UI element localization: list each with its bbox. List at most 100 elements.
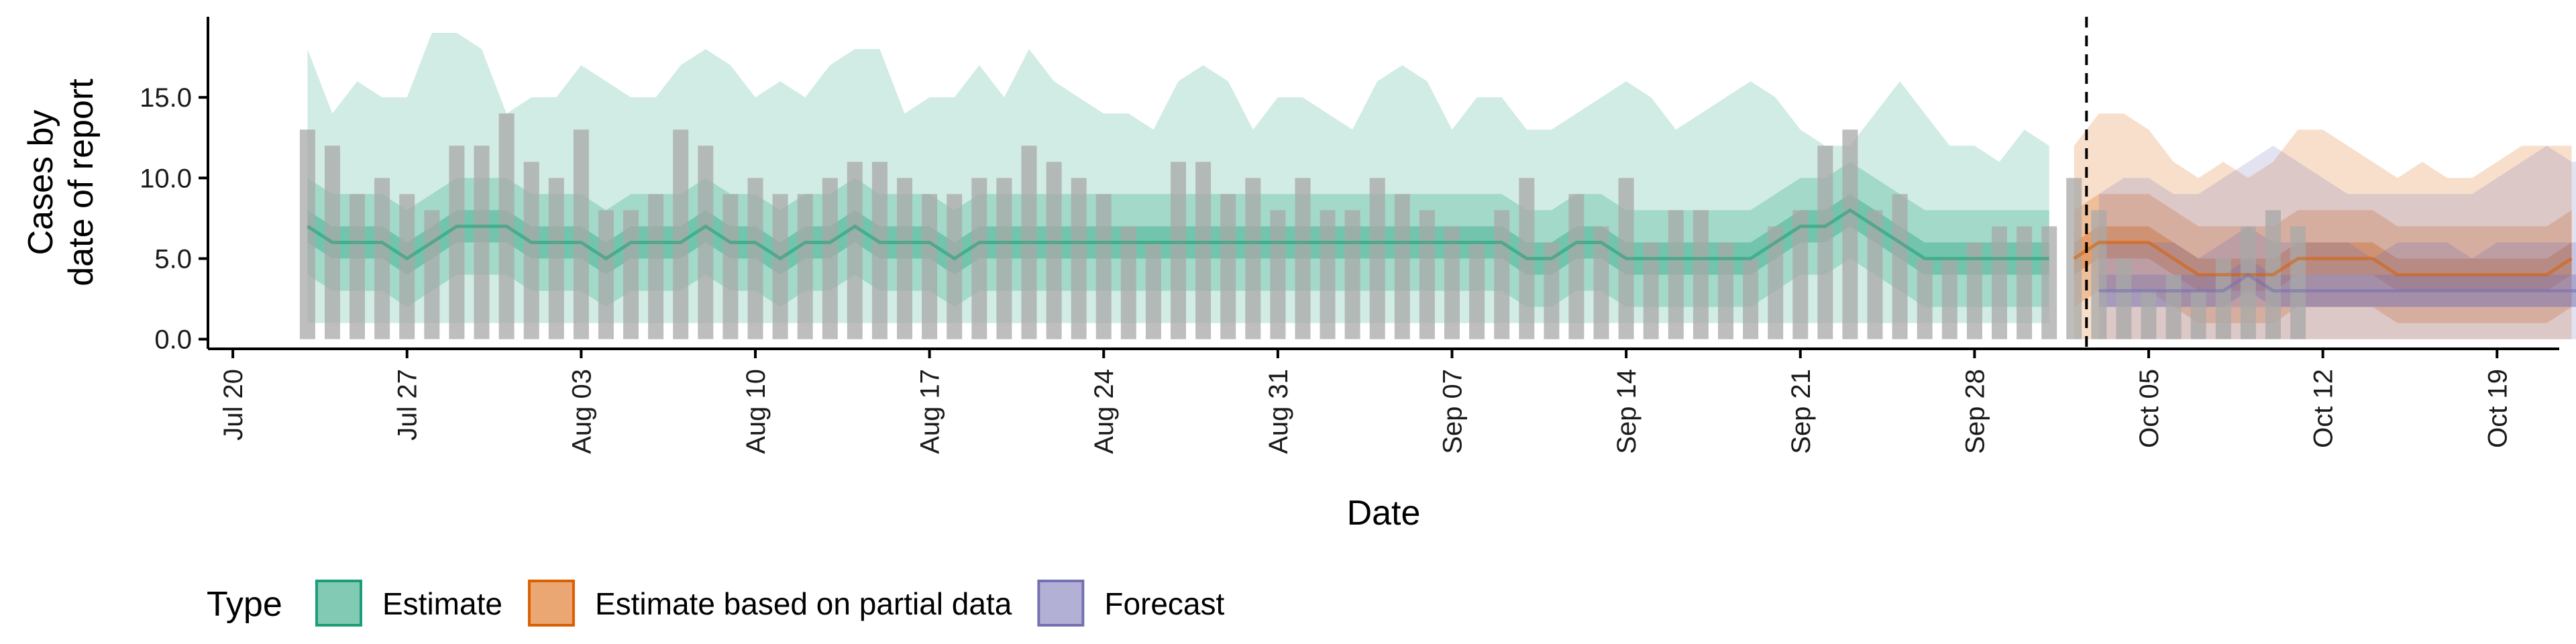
- case-bar: [1966, 242, 1982, 339]
- case-bar: [1842, 129, 1858, 339]
- x-tick-label: Aug 31: [1264, 369, 1293, 454]
- legend-swatch-estimate: [315, 580, 362, 627]
- x-tick-label: Sep 21: [1786, 369, 1816, 454]
- case-bar: [350, 194, 365, 339]
- case-bar: [747, 178, 763, 339]
- case-bar: [871, 162, 888, 339]
- case-bar: [822, 178, 838, 339]
- case-bar: [623, 210, 639, 339]
- case-bar: [1344, 210, 1360, 339]
- case-bar: [2066, 178, 2082, 339]
- x-tick-label: Oct 12: [2309, 369, 2339, 448]
- axes: 0.0 5.0 10.0 15.0 Jul 20 Jul 27 Aug 03 Aug 10 A…: [140, 17, 2559, 454]
- y-ticks: 0.0 5.0 10.0 15.0: [140, 83, 208, 355]
- case-bar: [1120, 226, 1136, 339]
- case-bar: [2116, 258, 2132, 339]
- x-tick-label: Sep 28: [1960, 369, 1990, 454]
- case-bar: [648, 194, 664, 339]
- case-bar: [598, 210, 614, 339]
- case-bar: [1046, 162, 1062, 339]
- case-bar: [1992, 226, 2007, 339]
- case-bar: [1817, 146, 1833, 339]
- estimate-based-on-partial-data-median-line: [2073, 240, 2573, 276]
- case-bar: [523, 162, 539, 339]
- case-bar: [772, 194, 788, 339]
- x-tick-label: Oct 05: [2135, 369, 2164, 448]
- legend: Type Estimate Estimate based on partial d…: [207, 580, 1225, 627]
- legend-title: Type: [207, 585, 282, 624]
- case-bar: [2240, 226, 2256, 339]
- x-tick-label: Aug 24: [1089, 369, 1119, 454]
- legend-swatch-estimate-based-on-partial-data: [527, 580, 575, 627]
- estimate-based-on-partial-data-outer-band: [2074, 113, 2572, 339]
- y-tick-label: 10.0: [140, 164, 192, 193]
- y-axis-title-line-1: Cases by: [21, 110, 60, 256]
- case-bar: [573, 129, 589, 339]
- case-bar: [1295, 178, 1311, 339]
- case-bar: [947, 194, 963, 339]
- y-axis-title-line-2: date of report: [62, 78, 101, 286]
- case-bar: [1743, 258, 1759, 339]
- case-bar: [2215, 258, 2231, 339]
- case-bar: [847, 162, 863, 339]
- case-bar: [1320, 210, 1336, 339]
- legend-label-estimate: Estimate: [382, 586, 502, 621]
- case-bar: [1867, 210, 1883, 339]
- case-bar: [1444, 226, 1460, 339]
- case-bar: [548, 178, 564, 339]
- case-bar: [374, 178, 390, 339]
- case-bar: [1892, 194, 1908, 339]
- case-bar: [1917, 258, 1933, 339]
- x-axis-title: Date: [1347, 494, 1421, 533]
- case-bar: [1544, 242, 1560, 339]
- legend-label-forecast: Forecast: [1104, 586, 1224, 621]
- case-bar: [474, 146, 490, 339]
- case-bar: [1145, 242, 1161, 339]
- x-tick-label: Aug 17: [916, 369, 945, 454]
- case-bar: [673, 129, 689, 339]
- case-bar: [299, 129, 315, 339]
- case-bar: [1941, 258, 1957, 339]
- case-bar: [922, 194, 938, 339]
- case-bar: [1171, 162, 1186, 339]
- case-bar: [1394, 194, 1410, 339]
- case-bar: [1245, 178, 1261, 339]
- uncertainty-bands: [307, 33, 2576, 339]
- case-bar: [1668, 210, 1684, 339]
- x-tick-label: Jul 27: [393, 369, 423, 441]
- case-bar: [1095, 194, 1112, 339]
- x-tick-label: Sep 14: [1612, 369, 1642, 454]
- case-bar: [971, 178, 987, 339]
- case-bar: [1643, 242, 1659, 339]
- case-bar: [2017, 226, 2033, 339]
- case-bar: [897, 178, 912, 339]
- case-bar: [1369, 178, 1385, 339]
- forecast-median-line: [2098, 272, 2576, 292]
- case-bar: [1568, 194, 1585, 339]
- case-bar: [424, 210, 440, 339]
- case-bar: [722, 194, 739, 339]
- estimate-median-line: [307, 208, 2049, 261]
- legend-items: Estimate Estimate based on partial data Fo…: [315, 580, 1225, 627]
- case-bar: [1071, 178, 1087, 339]
- case-bar: [1693, 210, 1709, 339]
- median-lines: [307, 208, 2576, 292]
- case-bar: [2190, 290, 2206, 339]
- x-tick-label: Aug 03: [567, 369, 596, 454]
- case-bar: [1220, 194, 1236, 339]
- case-bar: [1195, 162, 1212, 339]
- y-tick-label: 5.0: [154, 244, 192, 274]
- case-bar: [399, 194, 415, 339]
- reported-cases-bars: [299, 113, 2306, 339]
- case-bar: [2091, 210, 2107, 339]
- case-bar: [797, 194, 813, 339]
- case-bar: [1419, 210, 1435, 339]
- case-bar: [1792, 210, 1809, 339]
- y-tick-label: 15.0: [140, 83, 192, 113]
- case-bar: [2165, 274, 2182, 339]
- x-tick-label: Sep 07: [1438, 369, 1467, 454]
- case-bar: [698, 146, 714, 339]
- legend-swatch-forecast: [1037, 580, 1085, 627]
- case-bar: [1593, 226, 1609, 339]
